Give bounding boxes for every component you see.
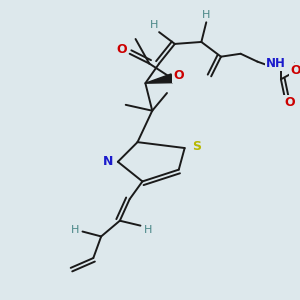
- Text: O: O: [173, 69, 184, 82]
- Text: H: H: [150, 20, 158, 30]
- Text: H: H: [70, 225, 79, 235]
- Text: H: H: [144, 225, 152, 235]
- Polygon shape: [146, 74, 173, 83]
- Text: O: O: [284, 96, 295, 110]
- Text: S: S: [192, 140, 201, 153]
- Text: H: H: [202, 11, 211, 20]
- Text: NH: NH: [266, 57, 286, 70]
- Text: O: O: [116, 43, 127, 56]
- Text: N: N: [103, 155, 113, 168]
- Text: O: O: [290, 64, 300, 77]
